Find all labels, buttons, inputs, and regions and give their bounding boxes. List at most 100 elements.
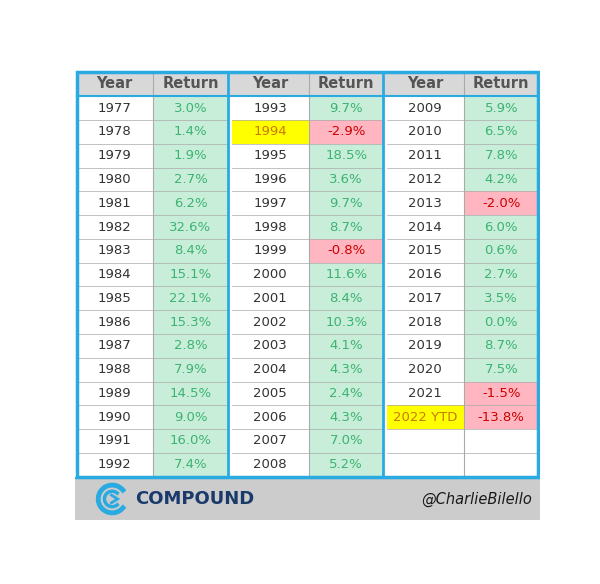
Text: 4.1%: 4.1% — [329, 339, 363, 352]
Text: 5.2%: 5.2% — [329, 458, 363, 471]
Text: 1990: 1990 — [98, 411, 131, 424]
Text: 1987: 1987 — [98, 339, 131, 352]
Bar — [152, 429, 229, 453]
Text: 1.4%: 1.4% — [173, 126, 207, 138]
Text: 6.0%: 6.0% — [485, 221, 518, 234]
Text: 3.5%: 3.5% — [484, 292, 518, 305]
Text: 1991: 1991 — [98, 434, 131, 447]
Bar — [77, 405, 152, 429]
Text: -2.0%: -2.0% — [482, 197, 520, 210]
Text: -2.9%: -2.9% — [327, 126, 365, 138]
Bar — [464, 239, 538, 263]
Text: 7.0%: 7.0% — [329, 434, 363, 447]
Text: 1998: 1998 — [253, 221, 287, 234]
Bar — [464, 96, 538, 120]
Bar — [77, 263, 152, 286]
Bar — [309, 239, 383, 263]
Text: 15.3%: 15.3% — [169, 315, 212, 329]
Bar — [386, 310, 464, 334]
Text: 10.3%: 10.3% — [325, 315, 367, 329]
Bar — [152, 215, 229, 239]
Bar — [309, 192, 383, 215]
Bar — [386, 263, 464, 286]
Text: 1986: 1986 — [98, 315, 131, 329]
Text: 8.4%: 8.4% — [174, 244, 207, 258]
Text: 6.5%: 6.5% — [484, 126, 518, 138]
Bar — [152, 286, 229, 310]
Bar — [77, 310, 152, 334]
Bar — [232, 263, 309, 286]
Bar — [386, 239, 464, 263]
Bar — [152, 381, 229, 405]
Text: 11.6%: 11.6% — [325, 268, 367, 281]
Text: 1993: 1993 — [253, 102, 287, 114]
Text: 8.4%: 8.4% — [329, 292, 363, 305]
Text: 2000: 2000 — [253, 268, 287, 281]
Bar — [152, 144, 229, 168]
Bar — [386, 334, 464, 358]
Text: 6.2%: 6.2% — [173, 197, 207, 210]
Text: 2.4%: 2.4% — [329, 387, 363, 400]
Bar — [152, 239, 229, 263]
Text: 1994: 1994 — [253, 126, 287, 138]
Bar — [75, 478, 540, 520]
Bar — [77, 286, 152, 310]
Text: 2.7%: 2.7% — [173, 173, 208, 186]
Bar — [309, 334, 383, 358]
Text: 1989: 1989 — [98, 387, 131, 400]
Bar — [152, 120, 229, 144]
Text: 15.1%: 15.1% — [169, 268, 212, 281]
Bar — [309, 286, 383, 310]
Text: 1995: 1995 — [253, 149, 287, 162]
Text: 2020: 2020 — [409, 363, 442, 376]
Text: 2013: 2013 — [409, 197, 442, 210]
Bar — [232, 144, 309, 168]
Text: 3.0%: 3.0% — [173, 102, 207, 114]
Bar — [386, 215, 464, 239]
Text: 1981: 1981 — [98, 197, 131, 210]
Text: 2022 YTD: 2022 YTD — [393, 411, 457, 424]
Bar — [232, 453, 309, 477]
Text: 1997: 1997 — [253, 197, 287, 210]
Bar — [77, 144, 152, 168]
Text: 4.3%: 4.3% — [329, 363, 363, 376]
Bar — [152, 168, 229, 192]
Bar — [152, 310, 229, 334]
Text: 1992: 1992 — [98, 458, 131, 471]
Text: Year: Year — [97, 77, 133, 92]
Bar — [77, 168, 152, 192]
Bar — [464, 192, 538, 215]
Text: 8.7%: 8.7% — [484, 339, 518, 352]
Text: 7.8%: 7.8% — [484, 149, 518, 162]
Text: 3.6%: 3.6% — [329, 173, 363, 186]
Text: 16.0%: 16.0% — [169, 434, 211, 447]
Text: 2010: 2010 — [409, 126, 442, 138]
Bar — [386, 405, 464, 429]
Bar — [232, 215, 309, 239]
Bar — [386, 96, 464, 120]
Bar — [464, 381, 538, 405]
Text: 4.2%: 4.2% — [484, 173, 518, 186]
Bar — [464, 120, 538, 144]
Bar — [464, 286, 538, 310]
Bar — [386, 168, 464, 192]
Text: Year: Year — [407, 77, 443, 92]
Text: 1980: 1980 — [98, 173, 131, 186]
Text: 1985: 1985 — [98, 292, 131, 305]
Text: 14.5%: 14.5% — [169, 387, 212, 400]
Bar — [309, 429, 383, 453]
Bar — [77, 358, 152, 381]
Bar — [386, 358, 464, 381]
Bar — [386, 286, 464, 310]
Bar — [386, 120, 464, 144]
Text: 1.9%: 1.9% — [173, 149, 207, 162]
Text: 2001: 2001 — [253, 292, 287, 305]
Text: -13.8%: -13.8% — [478, 411, 524, 424]
Text: 2006: 2006 — [253, 411, 287, 424]
Bar — [232, 429, 309, 453]
Bar — [309, 453, 383, 477]
Bar — [77, 120, 152, 144]
Bar — [77, 334, 152, 358]
Text: 2002: 2002 — [253, 315, 287, 329]
Bar — [232, 239, 309, 263]
